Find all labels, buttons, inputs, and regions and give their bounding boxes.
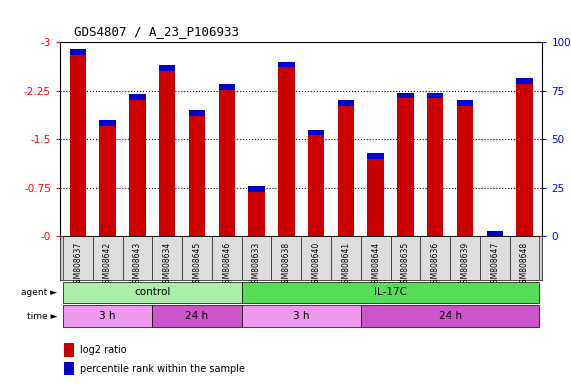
Bar [368,154,384,236]
Bar [486,231,503,236]
Bar [93,236,123,280]
Text: 24 h: 24 h [439,311,462,321]
Text: 3 h: 3 h [293,311,309,321]
Bar [219,84,235,236]
Text: GSM808638: GSM808638 [282,242,291,288]
Bar [361,305,540,327]
Text: GSM808646: GSM808646 [222,242,231,288]
Bar [64,343,74,357]
Bar [337,101,354,236]
Bar [63,236,93,280]
Bar [159,65,175,71]
Bar [159,65,175,236]
Bar [152,305,242,327]
Bar [70,49,86,55]
Bar [242,305,361,327]
Bar [152,236,182,280]
Bar [64,362,74,376]
Bar [278,62,295,68]
Bar [189,110,205,236]
Bar [361,236,391,280]
Bar [278,62,295,236]
Bar [248,186,265,236]
Text: GSM808643: GSM808643 [133,242,142,288]
Text: GSM808644: GSM808644 [371,242,380,288]
Bar [271,236,301,280]
Text: GSM808633: GSM808633 [252,242,261,288]
Text: GSM808641: GSM808641 [341,242,351,288]
Bar [242,236,271,280]
Bar [248,186,265,192]
Bar [189,110,205,116]
Bar [420,236,450,280]
Bar [99,120,116,126]
Text: GSM808636: GSM808636 [431,242,440,288]
Bar [397,93,413,236]
Text: GSM808642: GSM808642 [103,242,112,288]
Bar [219,84,235,90]
Bar [301,236,331,280]
Text: GSM808640: GSM808640 [312,242,320,288]
Bar [331,236,361,280]
Text: IL-17C: IL-17C [374,287,407,297]
Bar [308,129,324,135]
Text: GSM808637: GSM808637 [73,242,82,288]
Text: time ►: time ► [27,311,57,321]
Bar [182,236,212,280]
Bar [99,120,116,236]
Bar [391,236,420,280]
Bar [70,49,86,236]
Text: agent ►: agent ► [21,288,57,297]
Bar [397,93,413,98]
Text: GSM808648: GSM808648 [520,242,529,288]
Text: percentile rank within the sample: percentile rank within the sample [80,364,245,374]
Bar [450,236,480,280]
Bar [368,154,384,159]
Bar [129,94,146,100]
Bar [457,101,473,106]
Bar [63,305,152,327]
Bar [516,78,533,236]
Bar [427,93,444,98]
Text: log2 ratio: log2 ratio [80,345,127,355]
Text: GSM808634: GSM808634 [163,242,172,288]
Bar [63,281,242,303]
Bar [427,93,444,236]
Bar [510,236,540,280]
Bar [337,101,354,106]
Bar [212,236,242,280]
Text: GDS4807 / A_23_P106933: GDS4807 / A_23_P106933 [74,25,239,38]
Text: 24 h: 24 h [186,311,208,321]
Text: GSM808635: GSM808635 [401,242,410,288]
Text: 3 h: 3 h [99,311,116,321]
Text: GSM808647: GSM808647 [490,242,499,288]
Text: GSM808639: GSM808639 [461,242,469,288]
Text: control: control [134,287,171,297]
Bar [516,78,533,84]
Bar [486,231,503,237]
Bar [123,236,152,280]
Bar [242,281,540,303]
Bar [129,94,146,236]
Bar [480,236,510,280]
Bar [308,129,324,236]
Text: GSM808645: GSM808645 [192,242,202,288]
Bar [457,101,473,236]
